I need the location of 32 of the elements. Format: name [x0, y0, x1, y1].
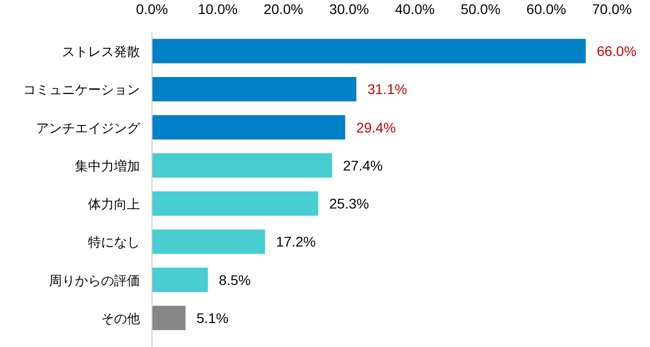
- x-tick-label: 0.0%: [136, 1, 168, 17]
- bar: [152, 115, 346, 140]
- data-label: 8.5%: [218, 272, 251, 288]
- bar: [152, 229, 266, 254]
- y-tick-label: その他: [101, 310, 140, 326]
- x-tick-label: 10.0%: [198, 1, 238, 17]
- y-tick-label: アンチエイジング: [36, 120, 141, 136]
- data-label: 29.4%: [356, 119, 396, 136]
- data-label: 17.2%: [276, 234, 316, 250]
- x-tick-label: 50.0%: [460, 1, 500, 17]
- bar: [152, 38, 586, 64]
- bar: [152, 153, 332, 178]
- y-tick-label: 特になし: [88, 234, 140, 250]
- y-tick-label: 体力向上: [88, 196, 140, 212]
- data-label: 25.3%: [329, 196, 369, 212]
- y-tick-label: コミュニケーション: [23, 82, 140, 98]
- y-tick-label: ストレス発散: [62, 44, 140, 60]
- bar: [152, 191, 318, 216]
- y-tick-label: 集中力増加: [75, 158, 140, 174]
- y-tick-label: 周りからの評価: [49, 272, 140, 288]
- bar: [152, 306, 186, 330]
- bar: [152, 76, 356, 102]
- data-label: 66.0%: [596, 43, 636, 60]
- bar: [152, 268, 208, 292]
- x-tick-label: 20.0%: [264, 1, 304, 17]
- x-tick-label: 60.0%: [526, 1, 566, 17]
- x-tick-label: 70.0%: [592, 1, 632, 17]
- data-label: 5.1%: [196, 310, 228, 326]
- x-tick-label: 30.0%: [329, 1, 369, 17]
- data-label: 27.4%: [343, 157, 383, 174]
- x-tick-label: 40.0%: [395, 1, 435, 17]
- data-label: 31.1%: [367, 81, 408, 98]
